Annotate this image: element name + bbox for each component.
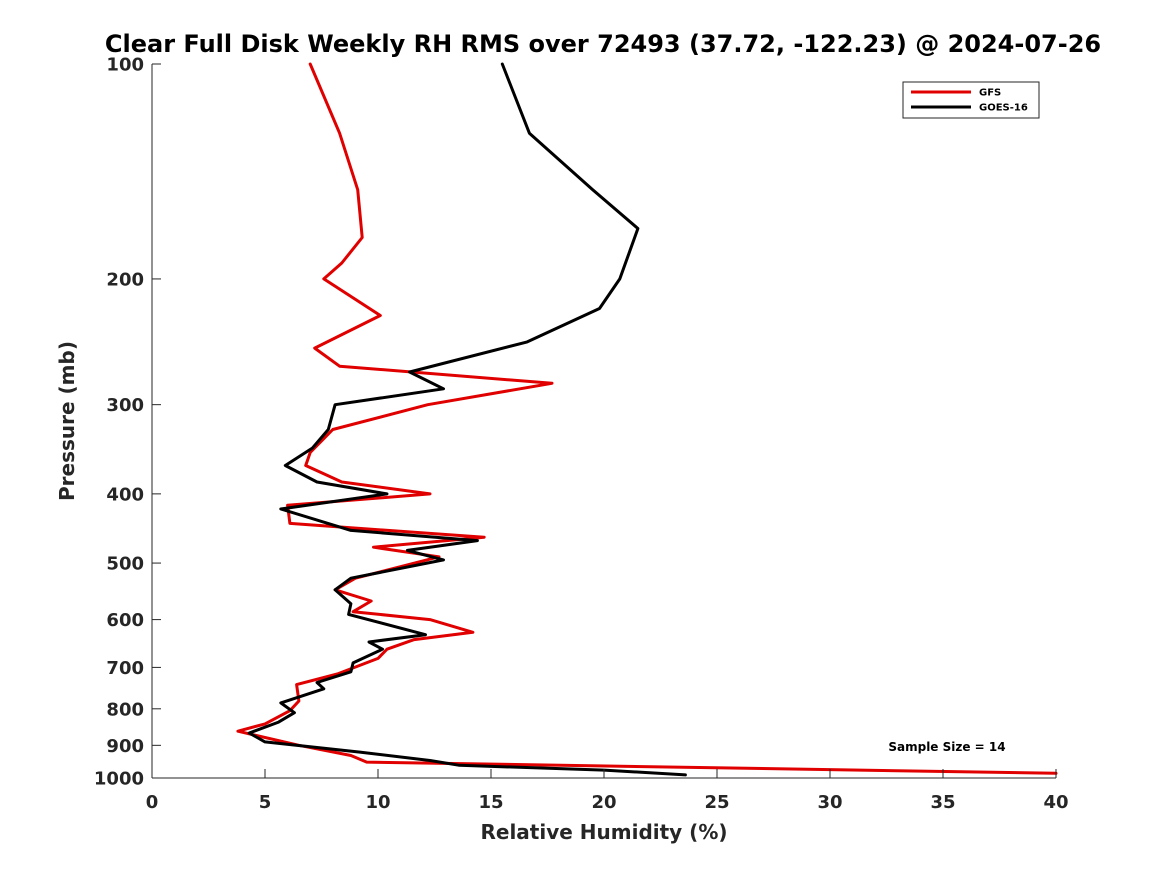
y-tick-label: 700 [106,658,144,679]
x-tick-label: 0 [146,792,159,813]
y-tick-label: 800 [106,699,144,720]
x-tick-label: 40 [1043,792,1068,813]
x-tick-label: 25 [704,792,729,813]
plot-area: 0 5 10 15 20 25 30 35 40 100 200 300 400 500 600 700 800… [94,55,1069,814]
y-tick-label: 300 [106,395,144,416]
legend-label-gfs: GFS [979,88,1001,99]
sample-size-annotation: Sample Size = 14 [888,740,1005,754]
y-tick-label: 500 [106,554,144,575]
x-tick-label: 35 [930,792,955,813]
y-tick-label: 1000 [94,769,144,790]
x-tick-label: 10 [365,792,390,813]
series-line-gfs [238,64,1056,773]
legend-label-goes-16: GOES-16 [979,103,1028,114]
x-tick-label: 5 [259,792,272,813]
y-tick-label: 400 [106,484,144,505]
series-line-goes-16 [249,64,685,775]
x-axis-label: Relative Humidity (%) [480,820,727,844]
x-tick-label: 15 [478,792,503,813]
x-tick-label: 30 [817,792,842,813]
rh-rms-profile-chart: Clear Full Disk Weekly RH RMS over 72493… [0,0,1167,875]
legend: GFS GOES-16 [903,82,1039,118]
x-tick-label: 20 [591,792,616,813]
y-tick-label: 900 [106,736,144,757]
y-tick-label: 100 [106,55,144,76]
y-tick-label: 600 [106,610,144,631]
chart-title: Clear Full Disk Weekly RH RMS over 72493… [105,30,1101,58]
y-tick-label: 200 [106,269,144,290]
y-axis-label: Pressure (mb) [55,341,79,501]
